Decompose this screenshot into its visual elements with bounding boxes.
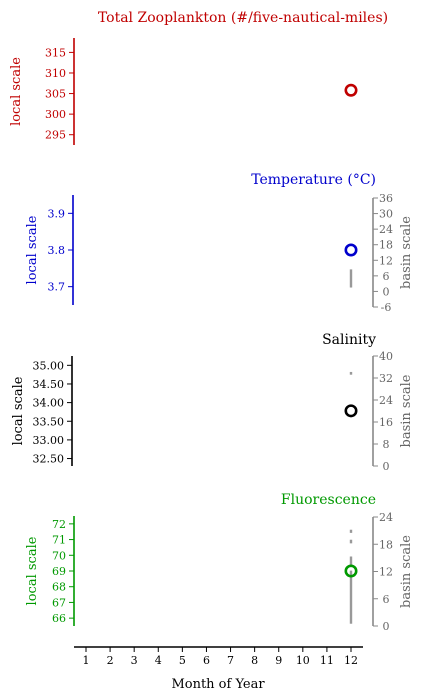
data-point-marker — [344, 564, 358, 578]
local-tick-label: 3.7 — [48, 281, 66, 294]
local-tick-label: 305 — [45, 88, 66, 101]
x-tick-label: 8 — [251, 654, 258, 667]
basin-tick-label: 24 — [379, 223, 393, 236]
panel-title: Fluorescence — [281, 492, 376, 508]
x-tick-label: 5 — [179, 654, 186, 667]
local-tick-label: 32.50 — [33, 453, 65, 466]
panel-title: Temperature (°C) — [251, 172, 376, 188]
basin-tick-label: 24 — [379, 394, 393, 407]
data-point-marker — [344, 83, 358, 97]
x-tick-label: 12 — [344, 654, 358, 667]
local-tick-label: 3.9 — [48, 207, 66, 220]
basin-tick-label: 8 — [383, 438, 390, 451]
x-tick-label: 7 — [227, 654, 234, 667]
data-point-marker — [344, 243, 358, 257]
basin-tick-label: 0 — [383, 460, 390, 473]
basin-tick-label: 0 — [383, 620, 390, 633]
basin-tick-label: 18 — [379, 239, 393, 252]
panel-title: Total Zooplankton (#/five-nautical-miles… — [98, 10, 388, 26]
x-tick-label: 9 — [275, 654, 282, 667]
x-axis-label: Month of Year — [171, 677, 265, 692]
local-tick-label: 300 — [45, 108, 66, 121]
x-tick-label: 6 — [203, 654, 210, 667]
local-tick-label: 315 — [45, 46, 66, 59]
x-tick-label: 1 — [83, 654, 90, 667]
basin-tick-label: 24 — [379, 511, 393, 524]
local-tick-label: 72 — [52, 518, 66, 531]
local-tick-label: 34.00 — [33, 397, 65, 410]
data-point-marker — [344, 404, 358, 418]
local-tick-label: 71 — [52, 534, 66, 547]
local-tick-label: 295 — [45, 129, 66, 142]
local-axis-label: local scale — [9, 57, 24, 126]
x-tick-label: 4 — [155, 654, 162, 667]
x-tick-label: 11 — [320, 654, 334, 667]
local-tick-label: 66 — [52, 612, 66, 625]
basin-tick-label: -6 — [381, 301, 392, 314]
local-tick-label: 68 — [52, 581, 66, 594]
local-tick-label: 70 — [52, 549, 66, 562]
basin-tick-label: 32 — [379, 372, 393, 385]
basin-axis-label: basin scale — [399, 535, 414, 608]
local-axis-label: local scale — [25, 536, 40, 605]
basin-tick-label: 6 — [383, 270, 390, 283]
basin-tick-label: 0 — [383, 285, 390, 298]
x-tick-label: 3 — [131, 654, 138, 667]
basin-tick-label: 36 — [379, 192, 393, 205]
local-tick-label: 33.00 — [33, 434, 65, 447]
local-tick-label: 67 — [52, 596, 66, 609]
panel-title: Salinity — [322, 332, 376, 348]
local-tick-label: 69 — [52, 565, 66, 578]
local-axis-label: local scale — [11, 376, 26, 445]
basin-tick-label: 18 — [379, 538, 393, 551]
local-tick-label: 34.50 — [33, 378, 65, 391]
basin-tick-label: 16 — [379, 416, 393, 429]
local-tick-label: 310 — [45, 67, 66, 80]
basin-tick-label: 12 — [379, 566, 393, 579]
local-tick-label: 35.00 — [33, 359, 65, 372]
basin-axis-label: basin scale — [399, 216, 414, 289]
x-tick-label: 2 — [107, 654, 114, 667]
basin-tick-label: 12 — [379, 254, 393, 267]
basin-axis-label: basin scale — [399, 374, 414, 447]
basin-tick-label: 40 — [379, 350, 393, 363]
x-tick-label: 10 — [296, 654, 310, 667]
local-tick-label: 3.8 — [48, 244, 66, 257]
local-tick-label: 33.50 — [33, 415, 65, 428]
local-axis-label: local scale — [25, 215, 40, 284]
basin-tick-label: 6 — [383, 593, 390, 606]
basin-tick-label: 30 — [379, 208, 393, 221]
